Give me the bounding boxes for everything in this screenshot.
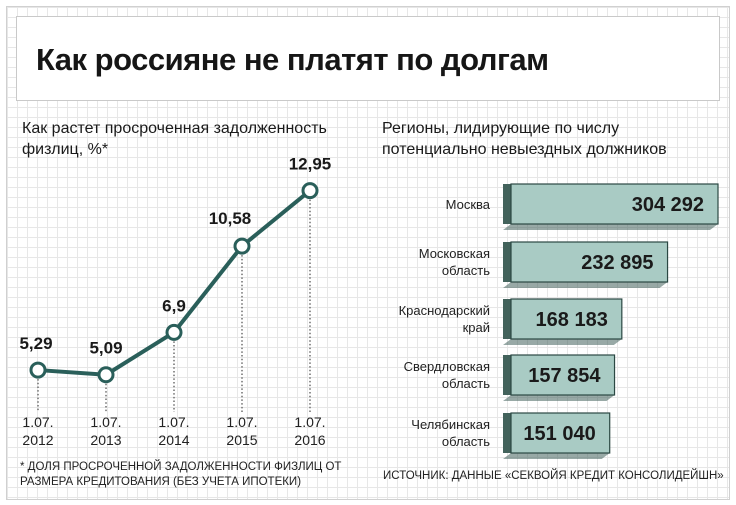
bar-bottom: [503, 453, 610, 459]
bar: [510, 241, 669, 283]
bar: [510, 183, 719, 225]
tick-label: 1.07.: [22, 414, 53, 430]
bar-side: [503, 413, 511, 453]
data-label: 5,09: [89, 339, 122, 358]
tick-label: 1.07.: [226, 414, 257, 430]
tick-label: 2014: [158, 432, 189, 448]
tick-label: 1.07.: [294, 414, 325, 430]
title-box: [16, 16, 720, 101]
tick-label: 2016: [294, 432, 325, 448]
bar-value-label: 151 040: [523, 423, 595, 445]
bar-bottom: [503, 282, 668, 288]
bar-bottom: [503, 339, 622, 345]
bar-group: 232 895: [503, 241, 669, 288]
data-point: [165, 323, 183, 341]
tick-label: 2015: [226, 432, 257, 448]
bar-chart-source: Источник: данные «Секвойя Кредит Консоли…: [383, 470, 724, 482]
bar-value-label: 304 292: [632, 194, 704, 216]
bar-category-label: Свердловская область: [403, 359, 490, 391]
bar: [510, 354, 616, 396]
bar: [510, 412, 611, 454]
data-point: [233, 237, 251, 255]
bar-chart-subtitle: Регионы, лидирующие по числу потенциальн…: [382, 120, 667, 158]
data-point: [301, 182, 319, 200]
page-title: Как россияне не платят по долгам: [36, 42, 549, 77]
data-label: 10,58: [209, 209, 252, 228]
tick-label: 2012: [22, 432, 53, 448]
bar-value-label: 232 895: [581, 252, 653, 274]
bar-value-label: 157 854: [528, 365, 601, 387]
tick-label: 1.07.: [90, 414, 121, 430]
bar-group: 151 040: [503, 412, 611, 459]
line-chart-subtitle: Как растет просроченная задолженность фи…: [22, 120, 327, 158]
data-label: 5,29: [19, 334, 52, 353]
bar-side: [503, 242, 511, 282]
bar-side: [503, 184, 511, 224]
bar-category-label: Челябинская область: [411, 417, 490, 449]
bar-group: 168 183: [503, 298, 623, 345]
bar-group: 157 854: [503, 354, 616, 401]
bar-side: [503, 299, 511, 339]
bar-category-label: Московская область: [418, 246, 490, 278]
data-point: [29, 361, 47, 379]
bar-category-label: Краснодарский край: [398, 303, 490, 335]
bar-value-label: 168 183: [536, 309, 608, 331]
bar-side: [503, 355, 511, 395]
bar-bottom: [503, 395, 615, 401]
data-point: [97, 366, 115, 384]
tick-label: 2013: [90, 432, 121, 448]
bar: [510, 298, 623, 340]
data-label: 12,95: [289, 155, 332, 174]
bar-group: 304 292: [503, 183, 719, 230]
bar-bottom: [503, 224, 718, 230]
bar-category-label: Москва: [445, 196, 490, 212]
tick-label: 1.07.: [158, 414, 189, 430]
data-label: 6,9: [162, 296, 186, 315]
line-chart-footnote: * Доля просроченной задолженности физлиц…: [20, 461, 342, 488]
